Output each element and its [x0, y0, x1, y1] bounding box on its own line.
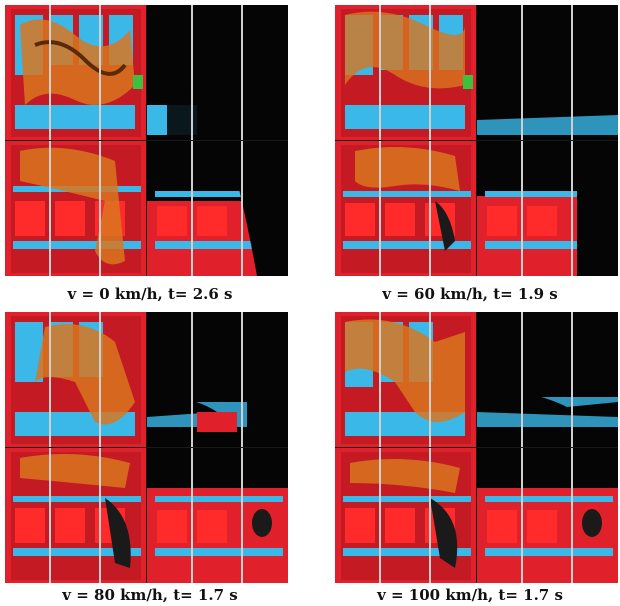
fire-view-bottom-left [335, 448, 476, 583]
temperature-view-top-right [147, 312, 288, 447]
fire-view-bottom-left [5, 448, 146, 583]
simulation-panel-v100 [335, 312, 618, 583]
temperature-view-top-right [477, 312, 618, 447]
fire-view-top-left [335, 312, 476, 447]
fire-view-top-left [5, 312, 146, 447]
fire-view-bottom-left [335, 141, 476, 276]
simulation-panel-v0 [5, 5, 288, 276]
fire-view-bottom-left [5, 141, 146, 276]
temperature-view-bottom-right [147, 141, 288, 276]
simulation-panel-v60 [335, 5, 618, 276]
panel-caption: v = 80 km/h, t= 1.7 s [62, 586, 238, 604]
panel-caption: v = 100 km/h, t= 1.7 s [377, 586, 563, 604]
temperature-view-top-right [147, 5, 288, 140]
fire-view-top-left [5, 5, 146, 140]
fire-view-top-left [335, 5, 476, 140]
temperature-view-bottom-right [147, 448, 288, 583]
temperature-view-bottom-right [477, 141, 618, 276]
panel-caption: v = 60 km/h, t= 1.9 s [382, 285, 558, 303]
temperature-view-bottom-right [477, 448, 618, 583]
simulation-panel-v80 [5, 312, 288, 583]
temperature-view-top-right [477, 5, 618, 140]
panel-caption: v = 0 km/h, t= 2.6 s [67, 285, 233, 303]
